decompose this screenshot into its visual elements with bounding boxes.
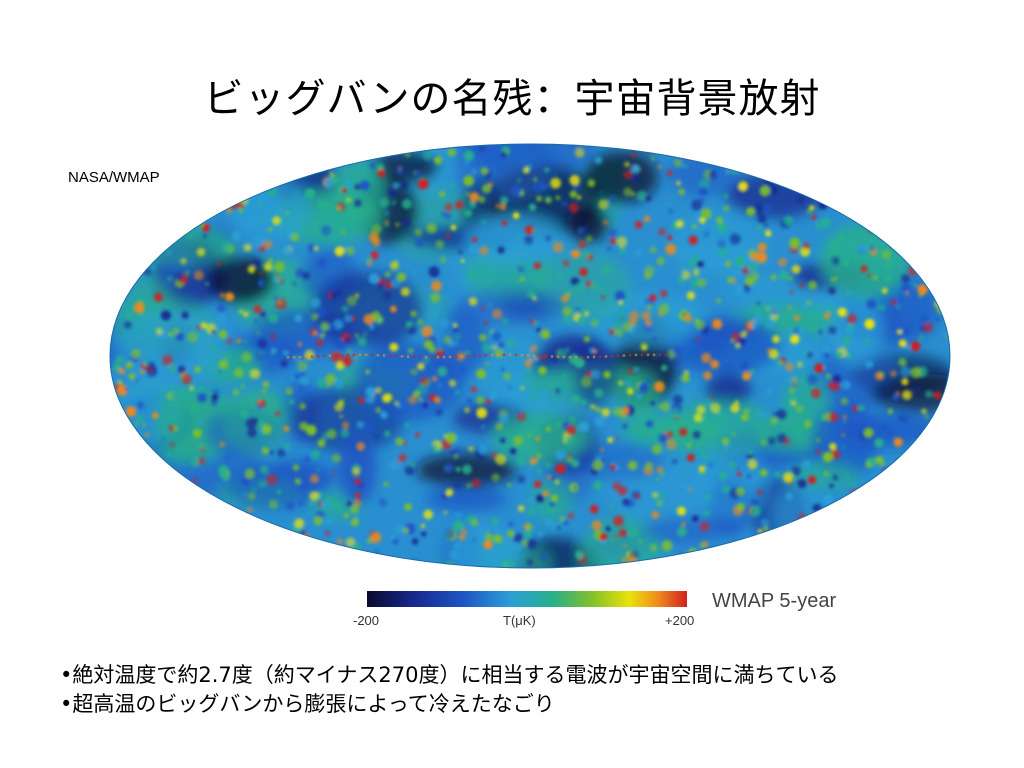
slide-title: ビッグバンの名残：宇宙背景放射 [203, 76, 821, 122]
bullet-item: •絶対温度で約2.7度（約マイナス270度）に相当する電波が宇宙空間に満ちている [60, 663, 839, 687]
dataset-label: WMAP 5-year [712, 590, 837, 612]
cmb-sky-map [108, 142, 952, 570]
bullet-list: •絶対温度で約2.7度（約マイナス270度）に相当する電波が宇宙空間に満ちている… [60, 661, 1000, 719]
colorbar-min-label: -200 [353, 613, 380, 628]
cmb-map-graphic [109, 143, 951, 569]
image-credit: NASA/WMAP [68, 169, 160, 186]
temperature-colorbar [367, 591, 687, 607]
bullet-item: •超高温のビッグバンから膨張によって冷えたなごり [60, 692, 555, 716]
colorbar-unit-label: T(μK) [503, 613, 536, 628]
colorbar-max-label: +200 [665, 613, 695, 628]
